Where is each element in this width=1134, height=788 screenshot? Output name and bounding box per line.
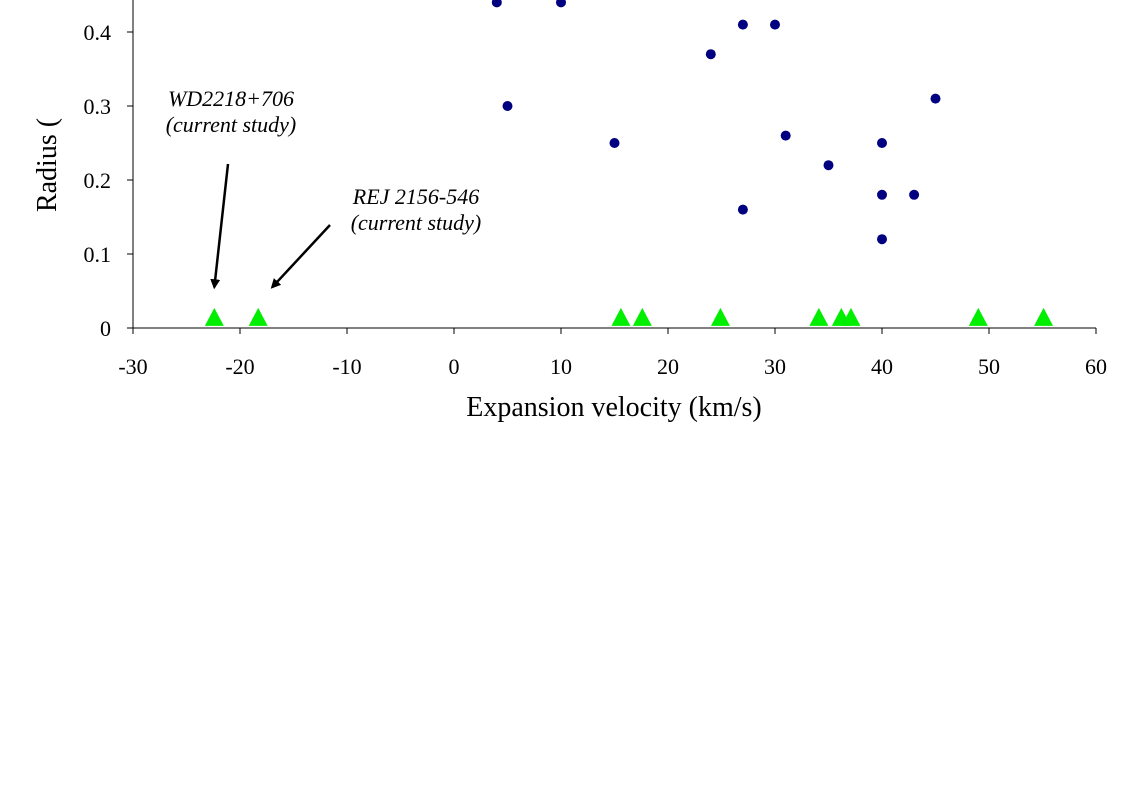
- annotation-arrow: [270, 224, 331, 289]
- y-axis-title: Radius (: [32, 118, 63, 212]
- data-point-circle: [737, 19, 748, 30]
- x-tick-label: -30: [118, 354, 147, 379]
- data-point-circle: [909, 189, 920, 200]
- data-point-circle: [877, 234, 887, 245]
- data-point-circle: [780, 130, 791, 141]
- x-tick-label: 10: [550, 354, 572, 379]
- annotation-label: WD2218+706 (current study): [166, 86, 297, 137]
- y-tick-label: 0.1: [84, 242, 112, 267]
- data-point-triangle: [968, 307, 988, 326]
- x-tick-label: 0: [449, 354, 460, 379]
- data-point-circle: [556, 0, 566, 8]
- data-point-circle: [705, 49, 716, 60]
- x-ticks: -30 -20 -10 0 10 20 30 40 50 60: [118, 328, 1107, 379]
- x-tick-label: 50: [978, 354, 1000, 379]
- annotation-line: (current study): [166, 112, 297, 137]
- data-point-triangle: [809, 307, 829, 326]
- y-tick-label: 0: [100, 316, 111, 341]
- annotation-label: REJ 2156-546 (current study): [351, 184, 482, 235]
- annotation-arrow: [210, 163, 230, 290]
- data-point-triangle: [710, 307, 730, 326]
- data-point-circle: [737, 204, 748, 215]
- data-point-circle: [877, 138, 887, 148]
- data-point-circle: [502, 101, 513, 111]
- data-point-triangle: [632, 307, 652, 326]
- data-point-circle: [877, 189, 887, 200]
- data-point-circle: [609, 138, 620, 148]
- x-tick-label: 30: [764, 354, 786, 379]
- data-point-circle: [930, 93, 941, 104]
- x-tick-label: 40: [871, 354, 893, 379]
- y-ticks: 0 0.1 0.2 0.3 0.4: [84, 20, 133, 341]
- plot-area: [132, 0, 1096, 329]
- data-point-triangle: [204, 307, 224, 326]
- data-point-triangle: [841, 307, 861, 326]
- annotation-line: (current study): [351, 210, 482, 235]
- data-point-circle: [491, 0, 502, 8]
- data-point-triangle: [611, 307, 631, 326]
- data-point-triangle: [248, 307, 268, 326]
- annotation-layer: WD2218+706 (current study)REJ 2156-546 (cu…: [166, 86, 482, 290]
- y-tick-label: 0.4: [84, 20, 112, 45]
- y-tick-label: 0.3: [84, 94, 112, 119]
- data-point-circle: [770, 19, 780, 30]
- x-tick-label: 20: [657, 354, 679, 379]
- x-tick-label: 60: [1085, 354, 1107, 379]
- series-layer: [204, 0, 1054, 326]
- data-point-triangle: [1034, 307, 1054, 326]
- y-tick-label: 0.2: [84, 168, 112, 193]
- data-point-circle: [823, 160, 834, 171]
- x-tick-label: -20: [225, 354, 254, 379]
- annotation-line: WD2218+706: [168, 86, 294, 111]
- x-tick-label: -10: [332, 354, 361, 379]
- x-axis-title: Expansion velocity (km/s): [466, 392, 762, 423]
- annotation-line: REJ 2156-546: [352, 184, 479, 209]
